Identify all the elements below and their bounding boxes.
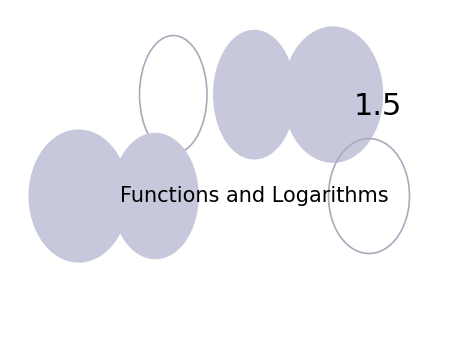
Ellipse shape (29, 130, 128, 262)
Ellipse shape (112, 134, 198, 259)
Ellipse shape (214, 30, 295, 159)
Text: Functions and Logarithms: Functions and Logarithms (120, 186, 388, 206)
Ellipse shape (284, 27, 382, 162)
Text: 1.5: 1.5 (354, 92, 402, 121)
